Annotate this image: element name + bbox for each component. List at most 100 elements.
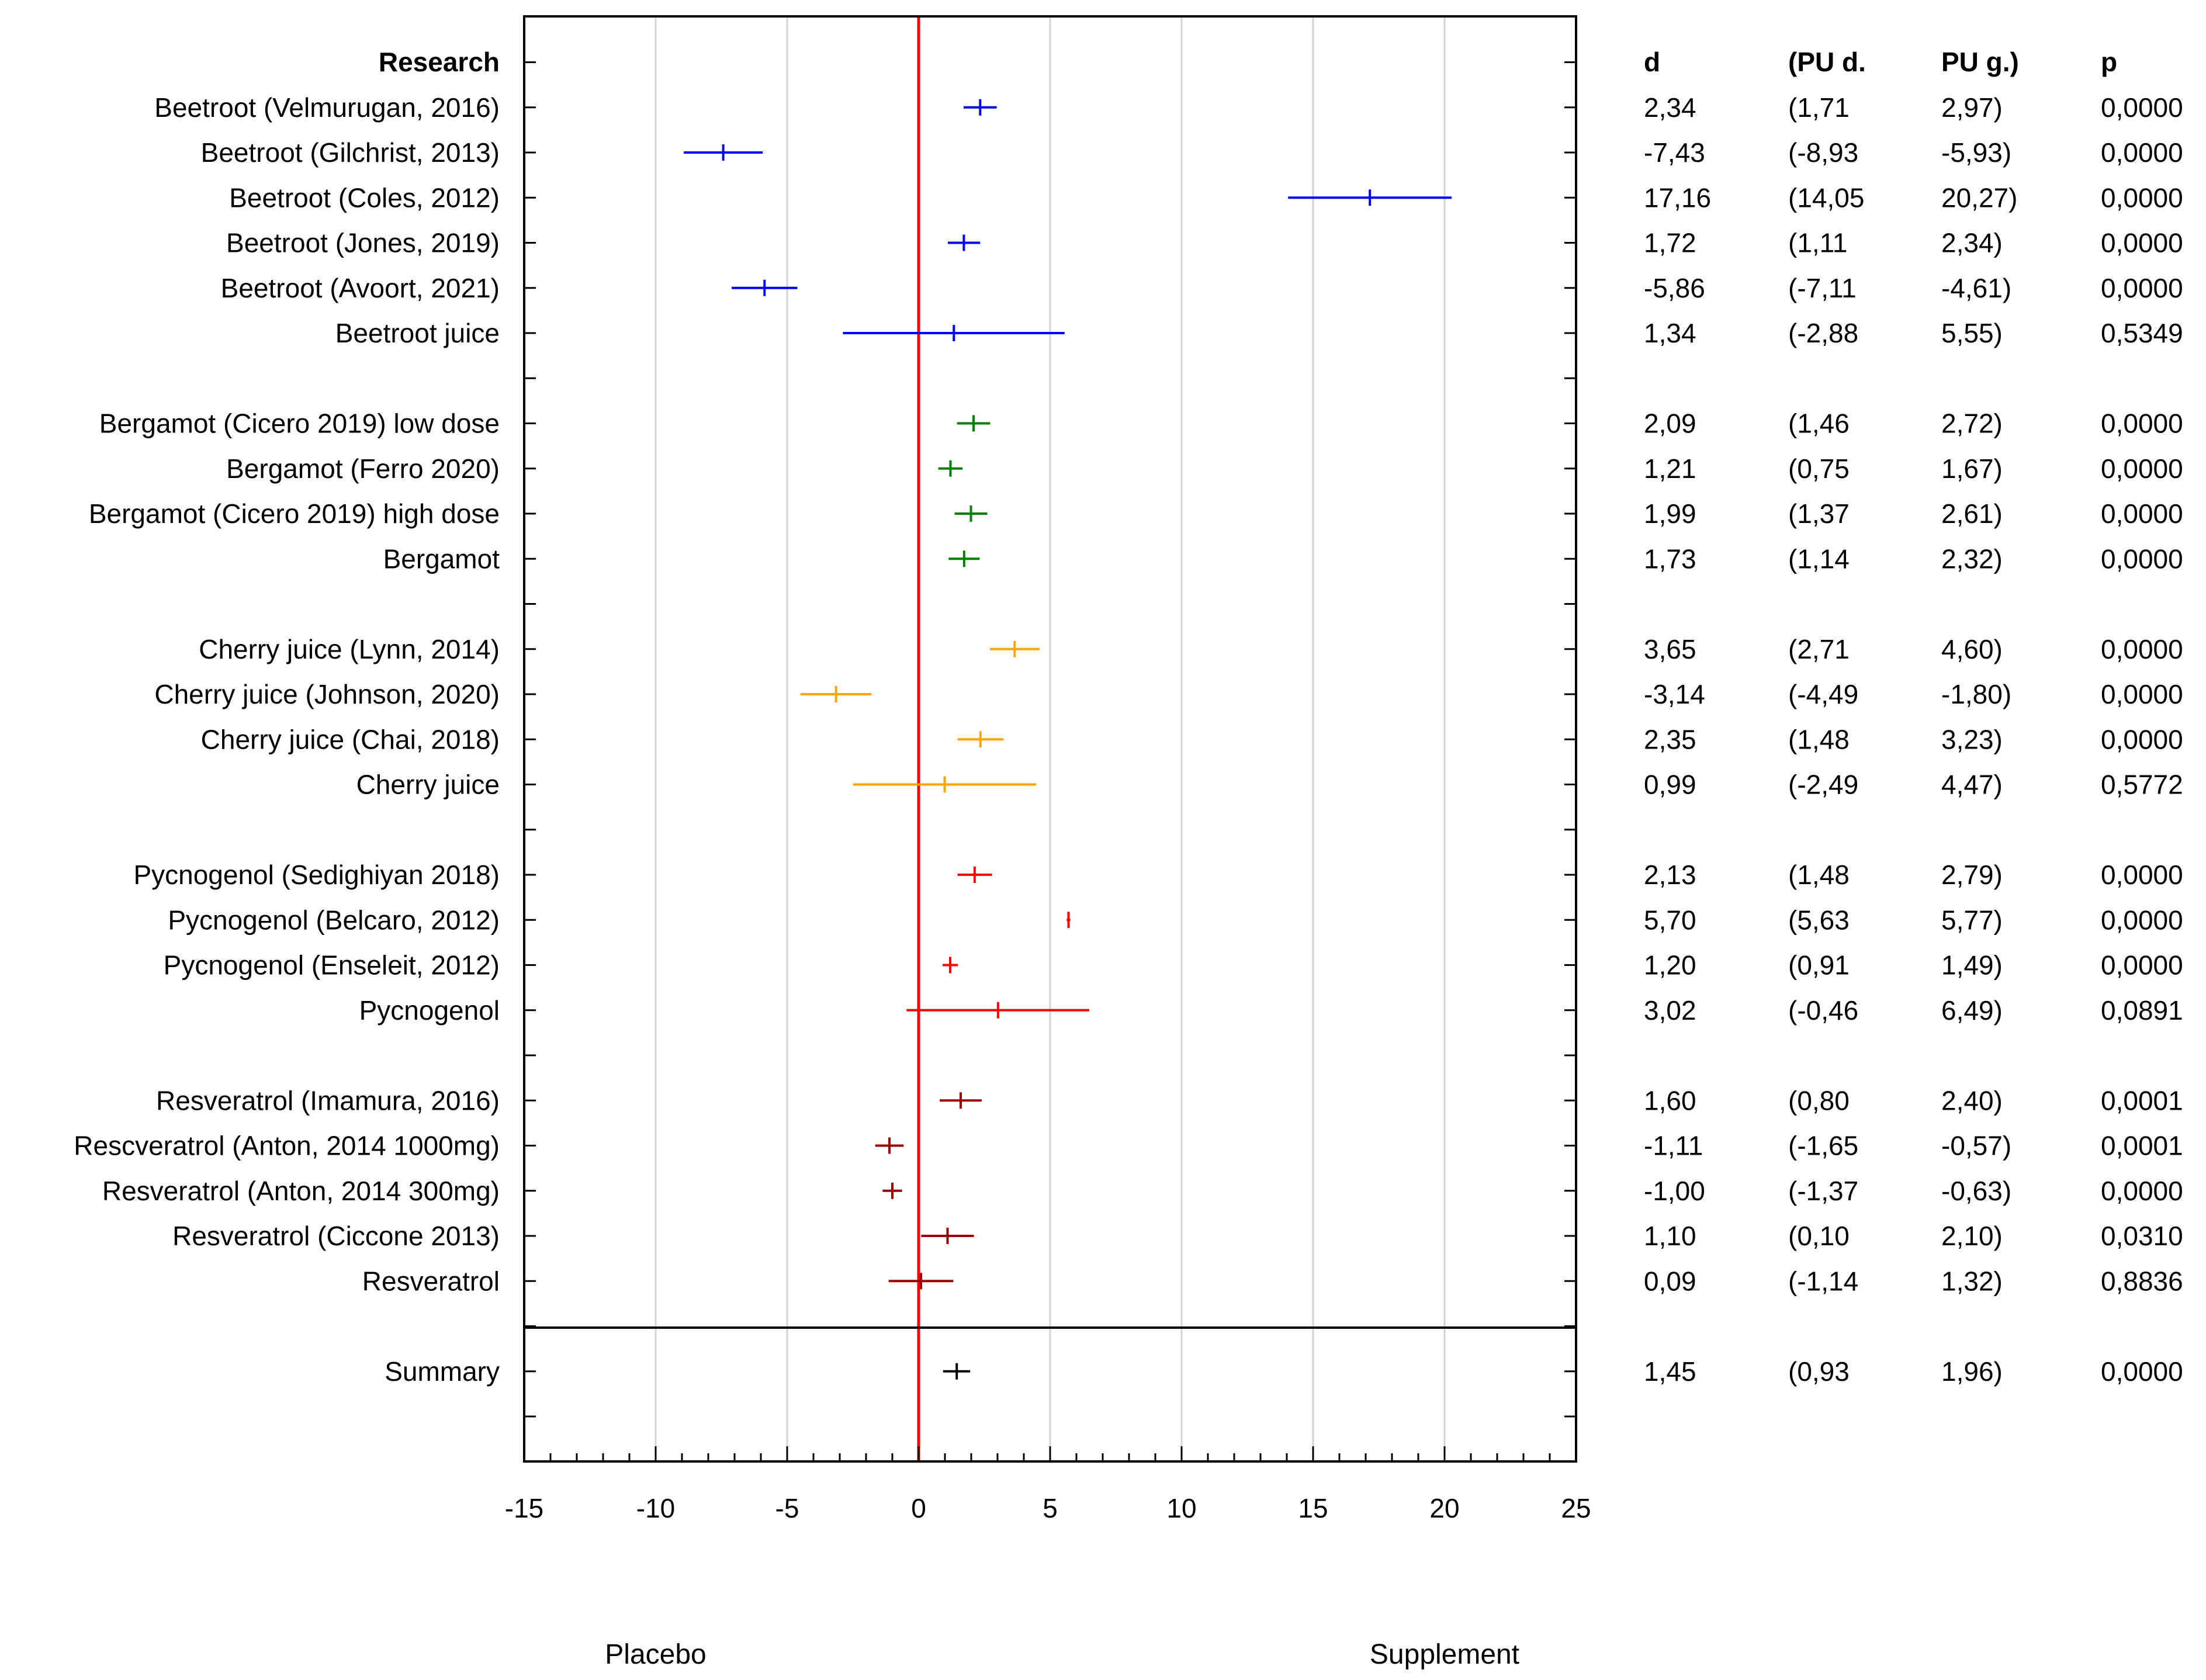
value-ci-low: (1,48 [1788,724,1850,754]
value-ci-high: 1,32) [1941,1266,2003,1296]
value-p: 0,0000 [2101,1176,2183,1206]
value-ci-high: 2,10) [1941,1221,2003,1251]
value-ci-low: (14,05 [1788,182,1864,213]
row-label: Beetroot (Velmurugan, 2016) [154,92,500,123]
value-ci-low: (0,91 [1788,950,1850,981]
value-ci-high: 1,67) [1941,453,2003,484]
value-p: 0,0000 [2101,92,2183,123]
value-ci-high: 4,60) [1941,634,2003,664]
row-label: Resveratrol (Imamura, 2016) [156,1085,500,1116]
row-label: Resveratrol (Anton, 2014 300mg) [102,1176,500,1206]
value-ci-low: (-4,49 [1788,679,1858,709]
row-label: Pycnogenol (Belcaro, 2012) [168,905,500,935]
x-tick-label: -10 [636,1493,675,1523]
header-d: d [1644,47,1660,77]
row-label: Cherry juice [356,770,500,800]
value-ci-high: 2,32) [1941,543,2003,574]
row-label: Cherry juice (Lynn, 2014) [199,634,500,664]
value-ci-high: -4,61) [1941,273,2011,303]
value-ci-low: (1,48 [1788,860,1850,890]
value-d: 5,70 [1644,905,1696,935]
value-p: 0,0000 [2101,408,2183,439]
row-label: Bergamot (Ferro 2020) [226,453,500,484]
row-label: Beetroot (Coles, 2012) [229,182,500,213]
value-ci-low: (2,71 [1788,634,1850,664]
value-ci-high: -5,93) [1941,137,2011,168]
value-p: 0,0000 [2101,137,2183,168]
value-d: 2,34 [1644,92,1696,123]
value-d: 17,16 [1644,182,1711,213]
effect-marks [684,99,1452,1380]
value-p: 0,0000 [2101,679,2183,709]
value-p: 0,8836 [2101,1266,2183,1296]
value-ci-high: -1,80) [1941,679,2011,709]
value-p: 0,0000 [2101,634,2183,664]
value-ci-low: (0,80 [1788,1085,1850,1116]
value-d: -1,00 [1644,1176,1705,1206]
x-tick-label: -15 [505,1493,543,1523]
value-ci-high: -0,63) [1941,1176,2011,1206]
value-d: 1,21 [1644,453,1696,484]
value-d: 1,99 [1644,498,1696,529]
value-d: 2,09 [1644,408,1696,439]
row-label: Beetroot (Jones, 2019) [226,228,500,258]
axis-ticks [523,61,1577,1461]
row-label: Beetroot (Gilchrist, 2013) [201,137,500,168]
row-label: Beetroot (Avoort, 2021) [221,273,500,303]
value-d: 1,72 [1644,228,1696,258]
value-d: 1,20 [1644,950,1696,981]
value-ci-low: (1,11 [1788,228,1847,258]
x-tick-label: 25 [1561,1493,1591,1523]
value-d: 1,60 [1644,1085,1696,1116]
row-label: Pycnogenol (Enseleit, 2012) [164,950,500,981]
value-ci-low: (-8,93 [1788,137,1858,168]
value-ci-high: 2,40) [1941,1085,2003,1116]
value-ci-low: (0,75 [1788,453,1850,484]
header-pu-g: PU g.) [1941,47,2019,77]
value-p: 0,0000 [2101,1356,2183,1387]
grid-lines [654,16,1446,1461]
x-tick-label: 10 [1166,1493,1196,1523]
value-d: 1,73 [1644,543,1696,574]
placebo-label: Placebo [605,1639,706,1670]
value-ci-low: (-2,49 [1788,770,1858,800]
value-p: 0,0001 [2101,1085,2183,1116]
row-label: Resveratrol [362,1266,500,1296]
value-d: -1,11 [1644,1131,1703,1161]
value-ci-high: 3,23) [1941,724,2003,754]
value-d: 0,09 [1644,1266,1696,1296]
value-ci-low: (1,46 [1788,408,1850,439]
value-ci-high: 2,97) [1941,92,2003,123]
value-ci-low: (-1,37 [1788,1176,1858,1206]
value-p: 0,0000 [2101,453,2183,484]
value-ci-low: (0,93 [1788,1356,1850,1387]
row-label: Pycnogenol (Sedighiyan 2018) [133,860,500,890]
value-p: 0,0000 [2101,543,2183,574]
row-label: Pycnogenol [359,995,500,1026]
header-research: Research [379,47,500,77]
value-ci-low: (-1,65 [1788,1131,1858,1161]
value-ci-low: (-2,88 [1788,318,1858,348]
value-ci-high: 20,27) [1941,182,2017,213]
value-ci-high: 1,49) [1941,950,2003,981]
value-ci-high: 2,61) [1941,498,2003,529]
value-d: 2,35 [1644,724,1696,754]
value-p: 0,0000 [2101,724,2183,754]
value-d: 3,65 [1644,634,1696,664]
value-ci-low: (-0,46 [1788,995,1858,1026]
value-p: 0,0000 [2101,498,2183,529]
value-d: -7,43 [1644,137,1705,168]
value-d: 1,34 [1644,318,1696,348]
row-label: Bergamot [383,543,500,574]
supplement-label: Supplement [1370,1639,1519,1670]
value-ci-low: (-7,11 [1788,273,1857,303]
row-label: Bergamot (Cicero 2019) high dose [89,498,500,529]
x-tick-label: 15 [1298,1493,1328,1523]
value-p: 0,0000 [2101,228,2183,258]
value-ci-high: 4,47) [1941,770,2003,800]
value-d: 0,99 [1644,770,1696,800]
value-ci-low: (5,63 [1788,905,1850,935]
value-ci-high: 5,77) [1941,905,2003,935]
